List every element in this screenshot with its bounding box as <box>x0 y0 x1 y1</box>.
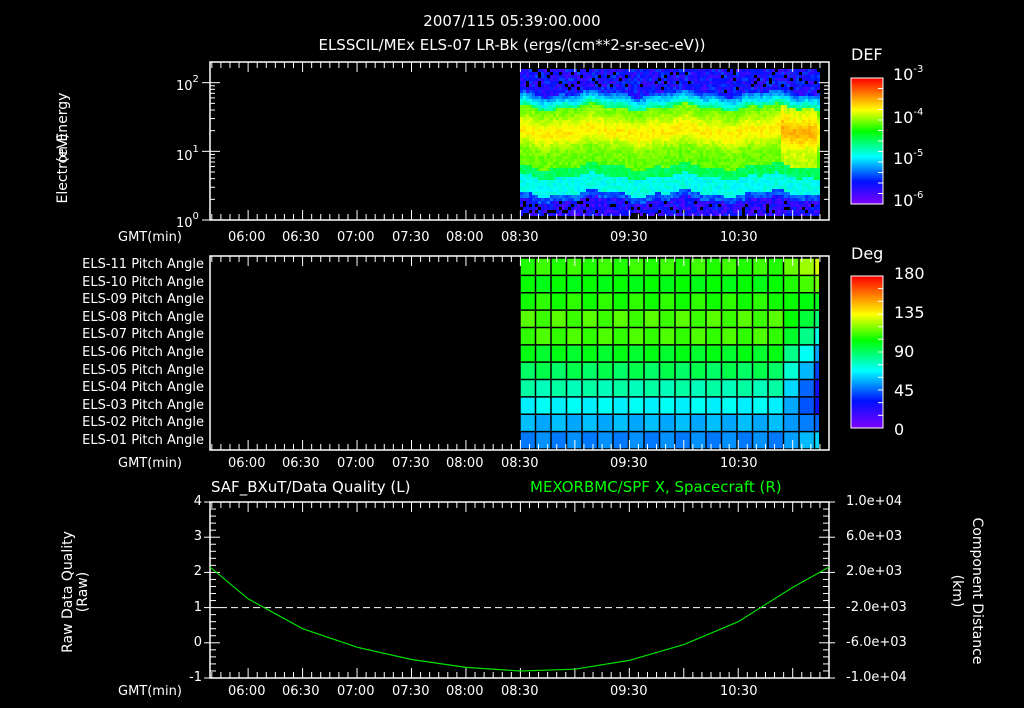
right-ytick-label: 2.0e+03 <box>846 564 903 580</box>
time-tick-label: 08:00 <box>446 230 484 245</box>
time-tick-label: 06:00 <box>228 456 266 471</box>
time-tick-label: 10:30 <box>720 456 758 471</box>
time-tick-label: 09:30 <box>610 230 648 245</box>
pitch-angle-row-label: ELS-02 Pitch Angle <box>82 415 204 431</box>
pitch-angle-row-label: ELS-09 Pitch Angle <box>82 292 204 308</box>
right-ytick-label: 6.0e+03 <box>846 529 903 545</box>
left-ytick-label: 0 <box>193 634 202 650</box>
left-ytick-label: 1 <box>193 599 202 615</box>
left-ytick-label: 3 <box>193 529 202 545</box>
time-tick-label: 07:00 <box>337 684 375 699</box>
pitch-angle-row-label: ELS-01 Pitch Angle <box>82 433 204 448</box>
time-tick-label: 08:00 <box>446 456 484 471</box>
pitch-angle-row-label: ELS-11 Pitch Angle <box>82 257 204 272</box>
time-tick-label: 08:30 <box>501 684 539 699</box>
panel1-ylabel-units: (eV) <box>55 133 71 163</box>
time-tick-label: 07:00 <box>337 456 375 471</box>
ytick-1: 100 <box>176 211 199 231</box>
time-tick-label: 08:30 <box>501 456 539 471</box>
pitch-angle-row-label: ELS-05 Pitch Angle <box>82 362 204 378</box>
pitch-angle-row-label: ELS-04 Pitch Angle <box>82 380 204 396</box>
panel1-title: ELSSCIL/MEx ELS-07 LR-Bk (ergs/(cm**2-sr… <box>318 36 706 54</box>
time-tick-label: 10:30 <box>720 684 758 699</box>
panel3-right-ylabel-units: (km) <box>949 574 965 608</box>
time-tick-label: 07:30 <box>392 456 430 471</box>
left-ytick-label: 2 <box>193 564 202 580</box>
time-tick-label: 06:00 <box>228 684 266 699</box>
colorbar2-title: Deg <box>851 244 884 263</box>
panel3-right-ylabel: Component Distance <box>969 517 985 665</box>
time-tick-label: 09:30 <box>610 456 648 471</box>
colorbar1-title: DEF <box>851 45 883 64</box>
left-ytick-label: 4 <box>193 494 202 509</box>
colorbar1-tick-1e-6: 10-6 <box>893 190 924 210</box>
panel3-left-ylabel-units: (Raw) <box>75 571 91 613</box>
time-tick-label: 06:00 <box>228 230 266 245</box>
ytick-10: 101 <box>176 144 199 164</box>
time-tick-label: 07:30 <box>392 230 430 245</box>
right-ytick-label: 1.0e+04 <box>846 494 903 509</box>
time-tick-label: 06:30 <box>282 230 320 245</box>
time-axis-label-2: GMT(min) <box>118 456 182 471</box>
time-tick-label: 10:30 <box>720 230 758 245</box>
right-ytick-label: -1.0e+04 <box>846 670 907 685</box>
time-tick-label: 07:30 <box>392 684 430 699</box>
time-tick-label: 06:30 <box>282 684 320 699</box>
pitch-angle-row-label: ELS-06 Pitch Angle <box>82 345 204 360</box>
time-tick-label: 06:30 <box>282 456 320 471</box>
colorbar1-tick-1e-5: 10-5 <box>893 148 924 168</box>
ytick-100: 102 <box>176 74 199 94</box>
pitch-angle-row-label: ELS-03 Pitch Angle <box>82 397 204 413</box>
right-ytick-label: -6.0e+03 <box>846 634 907 650</box>
colorbar2-tick-180: 180 <box>894 264 925 283</box>
time-tick-label: 09:30 <box>610 684 648 699</box>
timestamp-title: 2007/115 05:39:00.000 <box>423 12 601 30</box>
time-axis-label-1: GMT(min) <box>118 230 182 245</box>
time-tick-label: 08:00 <box>446 684 484 699</box>
pitch-angle-row-label: ELS-10 Pitch Angle <box>82 274 204 290</box>
time-axis-label-3: GMT(min) <box>118 684 182 699</box>
right-ytick-label: -2.0e+03 <box>846 599 907 615</box>
colorbar2-tick-45: 45 <box>894 381 915 400</box>
colorbar2-tick-90: 90 <box>894 342 915 361</box>
time-tick-label: 07:00 <box>337 230 375 245</box>
colorbar2-tick-0: 0 <box>894 420 905 439</box>
pitch-angle-row-label: ELS-08 Pitch Angle <box>82 309 204 325</box>
colorbar1-tick-1e-3: 10-3 <box>893 64 924 84</box>
left-ytick-label: -1 <box>189 670 202 685</box>
panel3-right-title: MEXORBMC/SPF X, Spacecraft (R) <box>530 478 782 496</box>
colorbar2-tick-135: 135 <box>894 303 925 322</box>
panel3-left-title: SAF_BXuT/Data Quality (L) <box>211 478 411 496</box>
pitch-angle-row-label: ELS-07 Pitch Angle <box>82 327 204 343</box>
colorbar1-tick-1e-4: 10-4 <box>893 107 924 127</box>
time-tick-label: 08:30 <box>501 230 539 245</box>
